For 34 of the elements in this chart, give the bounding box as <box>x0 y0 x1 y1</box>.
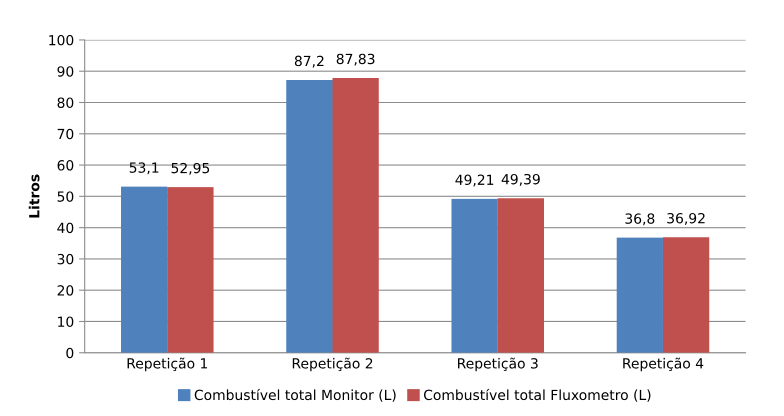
y-tick-label: 70 <box>58 128 74 140</box>
data-label: 87,2 <box>294 56 324 68</box>
y-tick-label: 0 <box>66 348 74 358</box>
data-label: 36,92 <box>667 212 705 225</box>
y-tick-label: 50 <box>58 191 74 202</box>
bar <box>451 198 498 353</box>
legend-label: Combustível total Monitor (L) <box>194 388 396 402</box>
data-label: 87,83 <box>336 54 374 66</box>
y-tick-label: 30 <box>58 254 74 264</box>
y-tick-label: 40 <box>57 222 74 234</box>
y-axis-title: Litros <box>28 174 40 218</box>
y-tick-label: 10 <box>58 316 74 327</box>
x-tick-label: Repetição 1 <box>128 358 208 372</box>
x-tick-label: Repetição 2 <box>292 358 372 372</box>
x-tick-label: Repetição 4 <box>623 358 704 372</box>
data-label: 49,21 <box>455 174 494 186</box>
x-tick-label: Repetição 3 <box>458 358 538 372</box>
y-tick-label: 20 <box>58 285 74 296</box>
bar <box>286 80 333 353</box>
bar <box>167 187 214 353</box>
data-label: 49,39 <box>502 174 540 186</box>
data-label: 52,95 <box>172 162 210 175</box>
data-label: 53,1 <box>130 162 158 174</box>
legend-label: Combustível total Fluxometro (L) <box>424 388 650 402</box>
bar <box>662 237 710 353</box>
y-tick-label: 80 <box>58 97 74 108</box>
bar <box>498 198 544 353</box>
bar <box>121 186 168 353</box>
bar <box>616 238 663 353</box>
y-tick-label: 60 <box>58 160 74 171</box>
data-label: 36,8 <box>625 213 654 226</box>
y-tick-label: 100 <box>49 34 74 46</box>
y-tick-label: 90 <box>57 66 74 77</box>
bar <box>332 78 379 353</box>
